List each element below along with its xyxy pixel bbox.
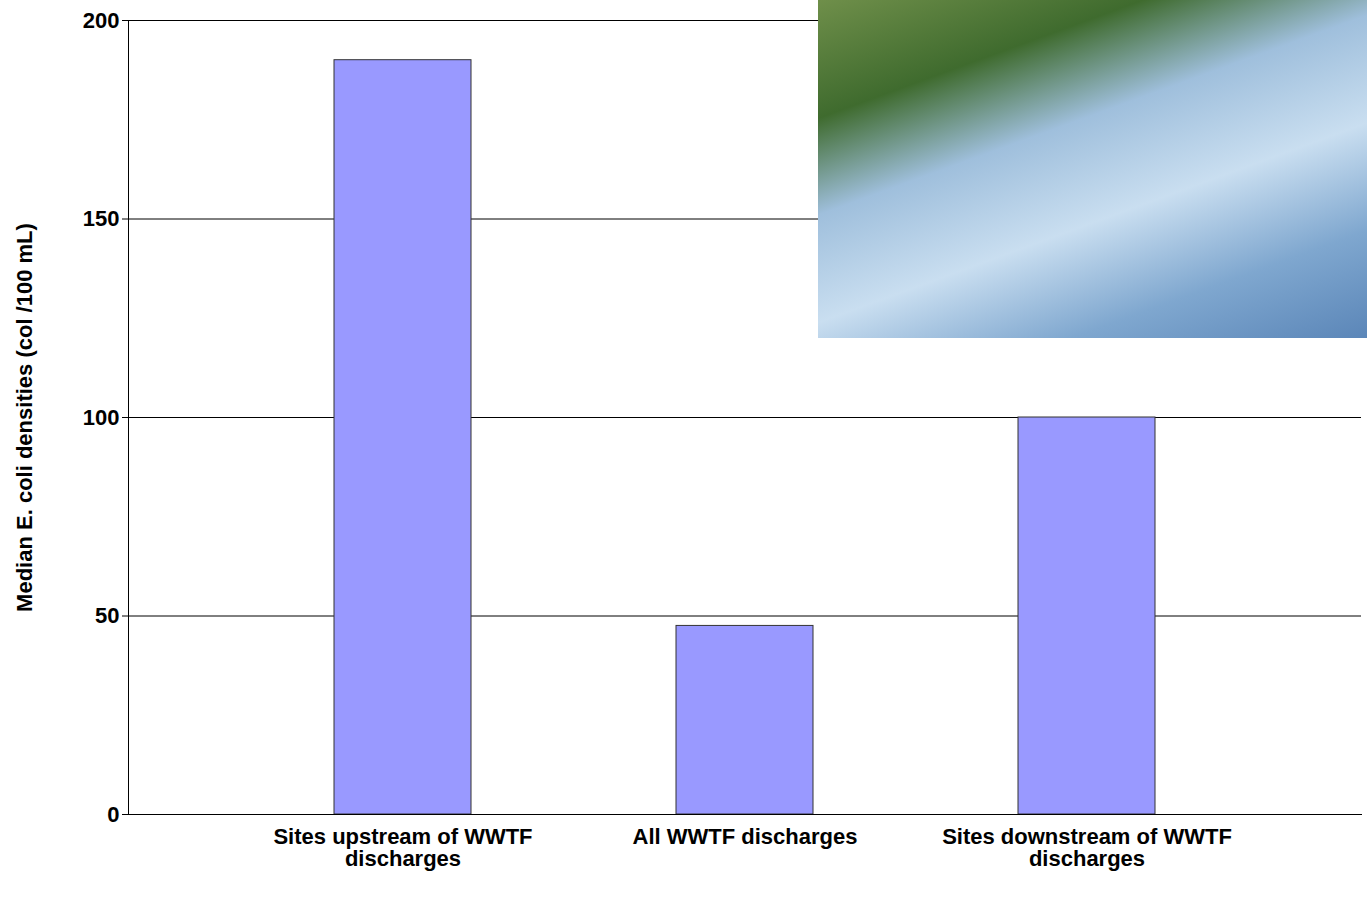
svg-text:50: 50 [95, 603, 119, 628]
svg-text:0: 0 [107, 802, 119, 827]
svg-text:Sites downstream of WWTFdischa: Sites downstream of WWTFdischarges [942, 824, 1232, 871]
svg-text:Sites upstream of WWTFdischarg: Sites upstream of WWTFdischarges [273, 824, 532, 871]
svg-text:All WWTF discharges: All WWTF discharges [633, 824, 858, 849]
svg-text:150: 150 [83, 206, 120, 231]
svg-text:200: 200 [83, 8, 120, 33]
svg-text:100: 100 [83, 405, 120, 430]
svg-text:Median E. coli densities (col: Median E. coli densities (col /100 mL) [12, 223, 37, 612]
